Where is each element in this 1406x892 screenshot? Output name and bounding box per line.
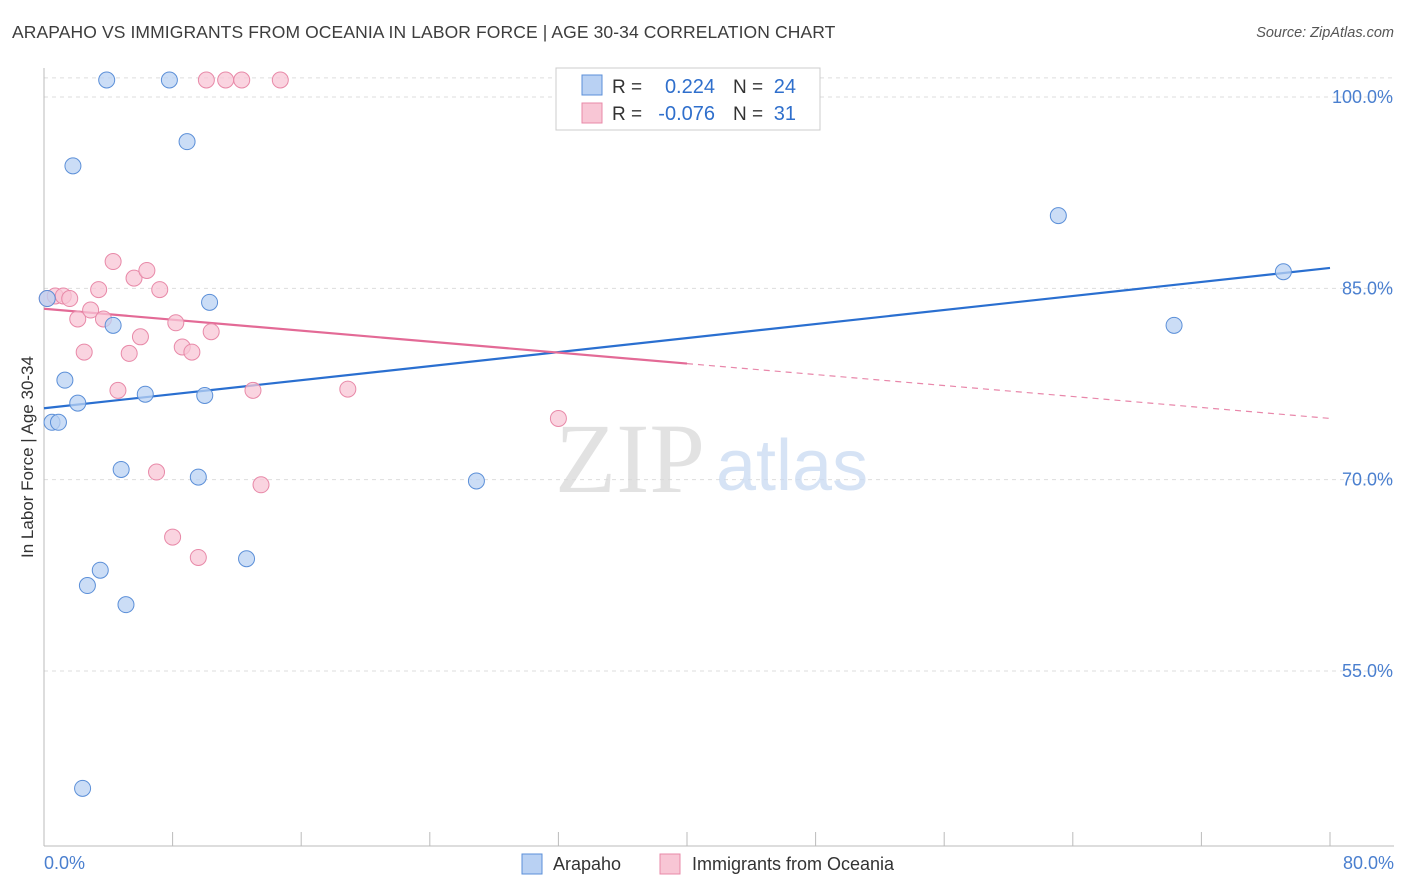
trend-line-oceania-extension bbox=[686, 362, 1331, 420]
legend-r-value-2: -0.076 bbox=[658, 103, 715, 125]
y-tick-label-3: 55.0% bbox=[1342, 661, 1393, 681]
legend-n-value-1: 24 bbox=[774, 76, 796, 98]
point-oceania-29 bbox=[339, 380, 357, 398]
point-arapaho-2 bbox=[49, 413, 67, 431]
watermark-zip: ZIP bbox=[555, 403, 705, 514]
point-oceania-13 bbox=[131, 328, 149, 346]
legend-swatch-arapaho bbox=[581, 74, 603, 96]
point-oceania-22 bbox=[197, 71, 215, 89]
legend-swatch-oceania bbox=[581, 102, 603, 124]
point-oceania-24 bbox=[217, 71, 235, 89]
point-oceania-4 bbox=[69, 310, 87, 328]
legend-n-value-2: 31 bbox=[774, 103, 796, 125]
axes bbox=[43, 68, 1394, 847]
point-arapaho-3 bbox=[56, 371, 74, 389]
point-oceania-10 bbox=[109, 381, 127, 399]
point-arapaho-11 bbox=[112, 460, 130, 478]
trend-line-oceania bbox=[43, 307, 688, 365]
point-arapaho-22 bbox=[1165, 316, 1183, 334]
bottom-legend-label-arapaho: Arapaho bbox=[553, 854, 621, 874]
point-oceania-15 bbox=[148, 463, 166, 481]
point-oceania-7 bbox=[90, 281, 108, 299]
point-arapaho-15 bbox=[178, 133, 196, 151]
bottom-legend-swatch-arapaho bbox=[521, 853, 543, 875]
point-arapaho-13 bbox=[136, 385, 154, 403]
point-arapaho-12 bbox=[117, 596, 135, 614]
legend-r-label-1: R = bbox=[612, 77, 642, 98]
point-oceania-9 bbox=[104, 253, 122, 271]
y-axis-label: In Labor Force | Age 30-34 bbox=[18, 356, 37, 558]
point-oceania-26 bbox=[244, 381, 262, 399]
x-tick-label-min: 0.0% bbox=[44, 853, 85, 873]
point-oceania-28 bbox=[271, 71, 289, 89]
point-oceania-21 bbox=[189, 548, 207, 566]
bottom-legend-label-oceania: Immigrants from Oceania bbox=[692, 854, 895, 874]
y-tick-label-0: 100.0% bbox=[1332, 87, 1393, 107]
point-oceania-11 bbox=[120, 344, 138, 362]
legend-r-value-1: 0.224 bbox=[665, 76, 715, 98]
legend-n-label-2: N = bbox=[733, 104, 763, 125]
y-tick-label-2: 70.0% bbox=[1342, 470, 1393, 490]
point-oceania-16 bbox=[151, 281, 169, 299]
point-arapaho-5 bbox=[69, 394, 87, 412]
point-arapaho-18 bbox=[201, 293, 219, 311]
x-ticks bbox=[43, 832, 1331, 846]
trend-lines bbox=[43, 266, 1331, 420]
point-oceania-25 bbox=[233, 71, 251, 89]
point-arapaho-17 bbox=[196, 386, 214, 404]
point-oceania-23 bbox=[202, 323, 220, 341]
bottom-legend-swatch-oceania bbox=[659, 853, 681, 875]
series-legend: Arapaho Immigrants from Oceania bbox=[521, 853, 895, 875]
point-arapaho-21 bbox=[1049, 207, 1067, 225]
source-credit: Source: ZipAtlas.com bbox=[1256, 25, 1394, 41]
y-tick-label-1: 85.0% bbox=[1342, 278, 1393, 298]
point-oceania-12 bbox=[125, 269, 143, 287]
point-oceania-14 bbox=[138, 261, 156, 279]
point-oceania-30 bbox=[549, 409, 567, 427]
point-arapaho-6 bbox=[74, 779, 92, 797]
watermark-atlas: atlas bbox=[716, 426, 868, 506]
point-oceania-20 bbox=[183, 343, 201, 361]
point-arapaho-0 bbox=[38, 290, 56, 308]
point-arapaho-16 bbox=[189, 468, 207, 486]
legend-r-label-2: R = bbox=[612, 104, 642, 125]
point-arapaho-7 bbox=[78, 577, 96, 595]
x-tick-label-max: 80.0% bbox=[1343, 853, 1394, 873]
point-arapaho-10 bbox=[104, 316, 122, 334]
y-tick-labels: 100.0% 85.0% 70.0% 55.0% bbox=[1332, 87, 1393, 681]
point-arapaho-4 bbox=[64, 157, 82, 175]
data-points bbox=[38, 71, 1292, 797]
point-arapaho-23 bbox=[1274, 263, 1292, 281]
stats-legend: R = 0.224 N = 24 R = -0.076 N = 31 bbox=[555, 67, 821, 131]
point-arapaho-8 bbox=[91, 561, 109, 579]
point-oceania-17 bbox=[164, 528, 182, 546]
trend-line-arapaho bbox=[43, 266, 1331, 410]
chart-title: ARAPAHO VS IMMIGRANTS FROM OCEANIA IN LA… bbox=[12, 22, 836, 42]
point-arapaho-9 bbox=[98, 71, 116, 89]
point-oceania-3 bbox=[61, 290, 79, 308]
point-oceania-6 bbox=[82, 301, 100, 319]
legend-n-label-1: N = bbox=[733, 77, 763, 98]
point-arapaho-20 bbox=[467, 472, 485, 490]
point-arapaho-14 bbox=[160, 71, 178, 89]
point-arapaho-19 bbox=[238, 550, 256, 568]
point-oceania-5 bbox=[75, 343, 93, 361]
point-oceania-27 bbox=[252, 476, 270, 494]
watermark: ZIP atlas bbox=[555, 403, 868, 514]
grid-lines bbox=[44, 77, 1394, 672]
point-oceania-18 bbox=[167, 314, 185, 332]
